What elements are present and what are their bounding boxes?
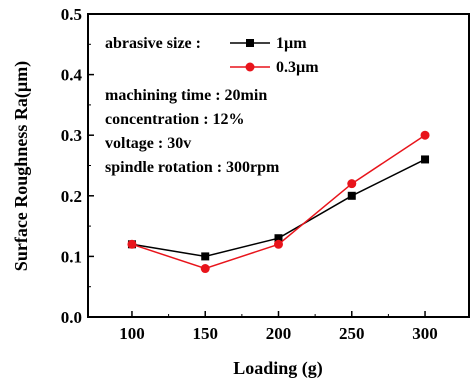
data-point xyxy=(421,155,430,164)
series-1 xyxy=(127,130,430,274)
annotations: machining time : 20min concentration : 1… xyxy=(105,87,280,176)
data-point xyxy=(274,234,283,243)
series-layer xyxy=(127,130,430,274)
y-tick-label: 0.5 xyxy=(61,5,82,24)
legend-title: abrasive size : xyxy=(105,35,201,52)
x-tick-label: 100 xyxy=(119,324,145,343)
x-tick-label: 150 xyxy=(192,324,218,343)
y-tick-label: 0.1 xyxy=(61,247,82,266)
y-tick-label: 0.0 xyxy=(61,308,82,327)
data-point xyxy=(127,239,137,249)
y-tick-label: 0.2 xyxy=(61,187,82,206)
x-axis-label: Loading (g) xyxy=(233,358,323,379)
data-point xyxy=(420,130,430,140)
data-point xyxy=(347,191,356,200)
y-tick-label: 0.3 xyxy=(61,126,82,145)
annotation-machining-time: machining time : 20min xyxy=(105,87,267,104)
annotation-concentration: concentration : 12% xyxy=(105,111,245,128)
x-tick-label: 300 xyxy=(412,324,438,343)
y-axis-ticks: 0.0 0.1 0.2 0.3 0.4 0.5 xyxy=(61,5,94,327)
legend-label: 1µm xyxy=(276,35,307,52)
legend-label: 0.3µm xyxy=(276,59,319,76)
x-tick-label: 200 xyxy=(266,324,292,343)
legend-item-1: 0.3µm xyxy=(230,59,319,76)
data-point xyxy=(246,39,254,47)
x-axis-ticks: 100 150 200 250 300 xyxy=(119,311,438,343)
y-tick-label: 0.4 xyxy=(61,66,83,85)
data-point xyxy=(245,62,255,72)
legend-item-0: 1µm xyxy=(230,35,307,52)
x-tick-label: 250 xyxy=(339,324,365,343)
legend: abrasive size : 1µm 0.3µm xyxy=(105,35,319,76)
annotation-voltage: voltage : 30v xyxy=(105,135,191,152)
annotation-spindle-rotation: spindle rotation : 300rpm xyxy=(105,159,280,176)
data-point xyxy=(347,179,357,189)
data-point xyxy=(200,264,210,274)
y-axis-label: Surface Roughness Ra(µm) xyxy=(11,61,32,271)
data-point xyxy=(274,239,283,249)
data-point xyxy=(201,252,210,261)
